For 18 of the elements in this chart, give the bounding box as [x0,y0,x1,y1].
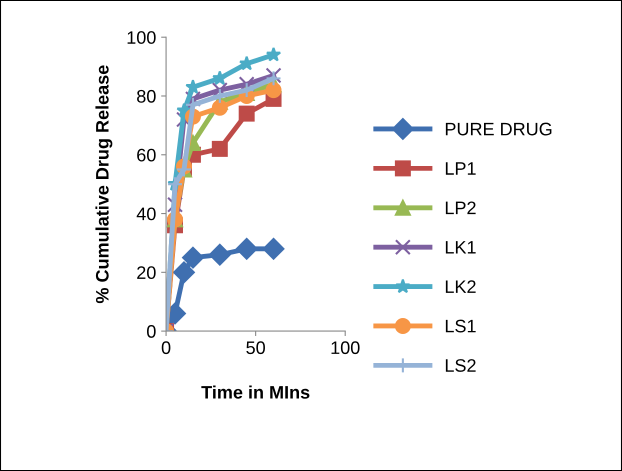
legend-label: LS2 [446,359,476,372]
legend-label: LP2 [446,201,476,214]
legend-label: PURE DRUG [446,122,552,136]
y-tick-label: 0 [147,325,156,338]
y-tick-label: 40 [136,207,156,220]
y-tick-label: 60 [137,148,156,162]
legend-label: LP1 [446,162,476,175]
x-tick-label: 50 [246,341,265,354]
y-tick-label: 100 [128,31,156,44]
x-tick-label: 0 [162,341,170,354]
legend-label: LK2 [446,280,476,293]
x-tick-label: 100 [332,341,360,354]
legend-label: LK1 [446,241,476,254]
x-axis-title: Time in MIns [201,385,310,399]
y-tick-label: 80 [137,90,156,103]
y-tick-label: 20 [137,266,156,280]
legend-label: LS1 [446,320,476,332]
y-axis-title: % Cumulative Drug Release [95,65,112,304]
